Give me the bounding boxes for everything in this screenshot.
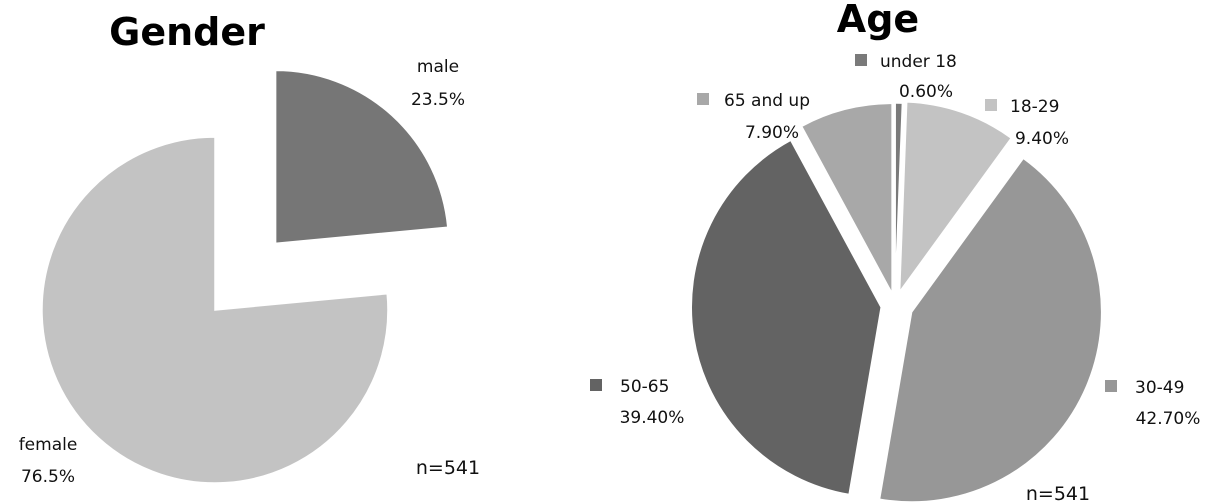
pie-slice-65-and-up — [800, 102, 893, 294]
gender-chart: Gender male 23.5% female 76.5% n=541 — [19, 10, 480, 487]
slice-value-female: 76.5% — [21, 467, 75, 487]
legend-key-18-29 — [985, 99, 997, 111]
slice-label-30-49: 30-49 — [1135, 378, 1184, 398]
slice-label-female: female — [19, 435, 78, 455]
slice-label-under-18: under 18 — [880, 52, 957, 72]
legend-key-under-18 — [855, 54, 867, 66]
gender-slices — [41, 69, 449, 484]
slice-label-65-and-up: 65 and up — [724, 91, 810, 111]
slice-label-18-29: 18-29 — [1010, 97, 1059, 117]
slice-value-male: 23.5% — [411, 90, 465, 110]
slice-value-30-49: 42.70% — [1136, 409, 1201, 429]
legend-key-50-65 — [590, 379, 602, 391]
slice-value-50-65: 39.40% — [620, 408, 685, 428]
gender-chart-title: Gender — [109, 10, 265, 54]
pie-slice-30-49 — [878, 157, 1103, 503]
gender-sample-size: n=541 — [416, 457, 480, 479]
slice-label-50-65: 50-65 — [620, 377, 669, 397]
age-sample-size: n=541 — [1026, 483, 1090, 504]
slice-value-65-and-up: 7.90% — [745, 123, 799, 143]
legend-key-65-and-up — [697, 93, 709, 105]
pie-slice-under-18 — [894, 102, 904, 294]
slice-label-male: male — [417, 57, 459, 77]
age-chart: Age under 18 0.60% 18-29 9.40% 30-49 42.… — [590, 0, 1200, 504]
pie-slice-female — [41, 136, 389, 484]
pie-slice-18-29 — [898, 101, 1013, 295]
slice-value-18-29: 9.40% — [1015, 129, 1069, 149]
age-slices — [690, 101, 1103, 503]
pie-slice-male — [274, 69, 449, 245]
slice-value-under-18: 0.60% — [899, 82, 953, 102]
legend-key-30-49 — [1105, 380, 1117, 392]
age-chart-title: Age — [837, 0, 919, 41]
pie-slice-50-65 — [690, 139, 882, 496]
